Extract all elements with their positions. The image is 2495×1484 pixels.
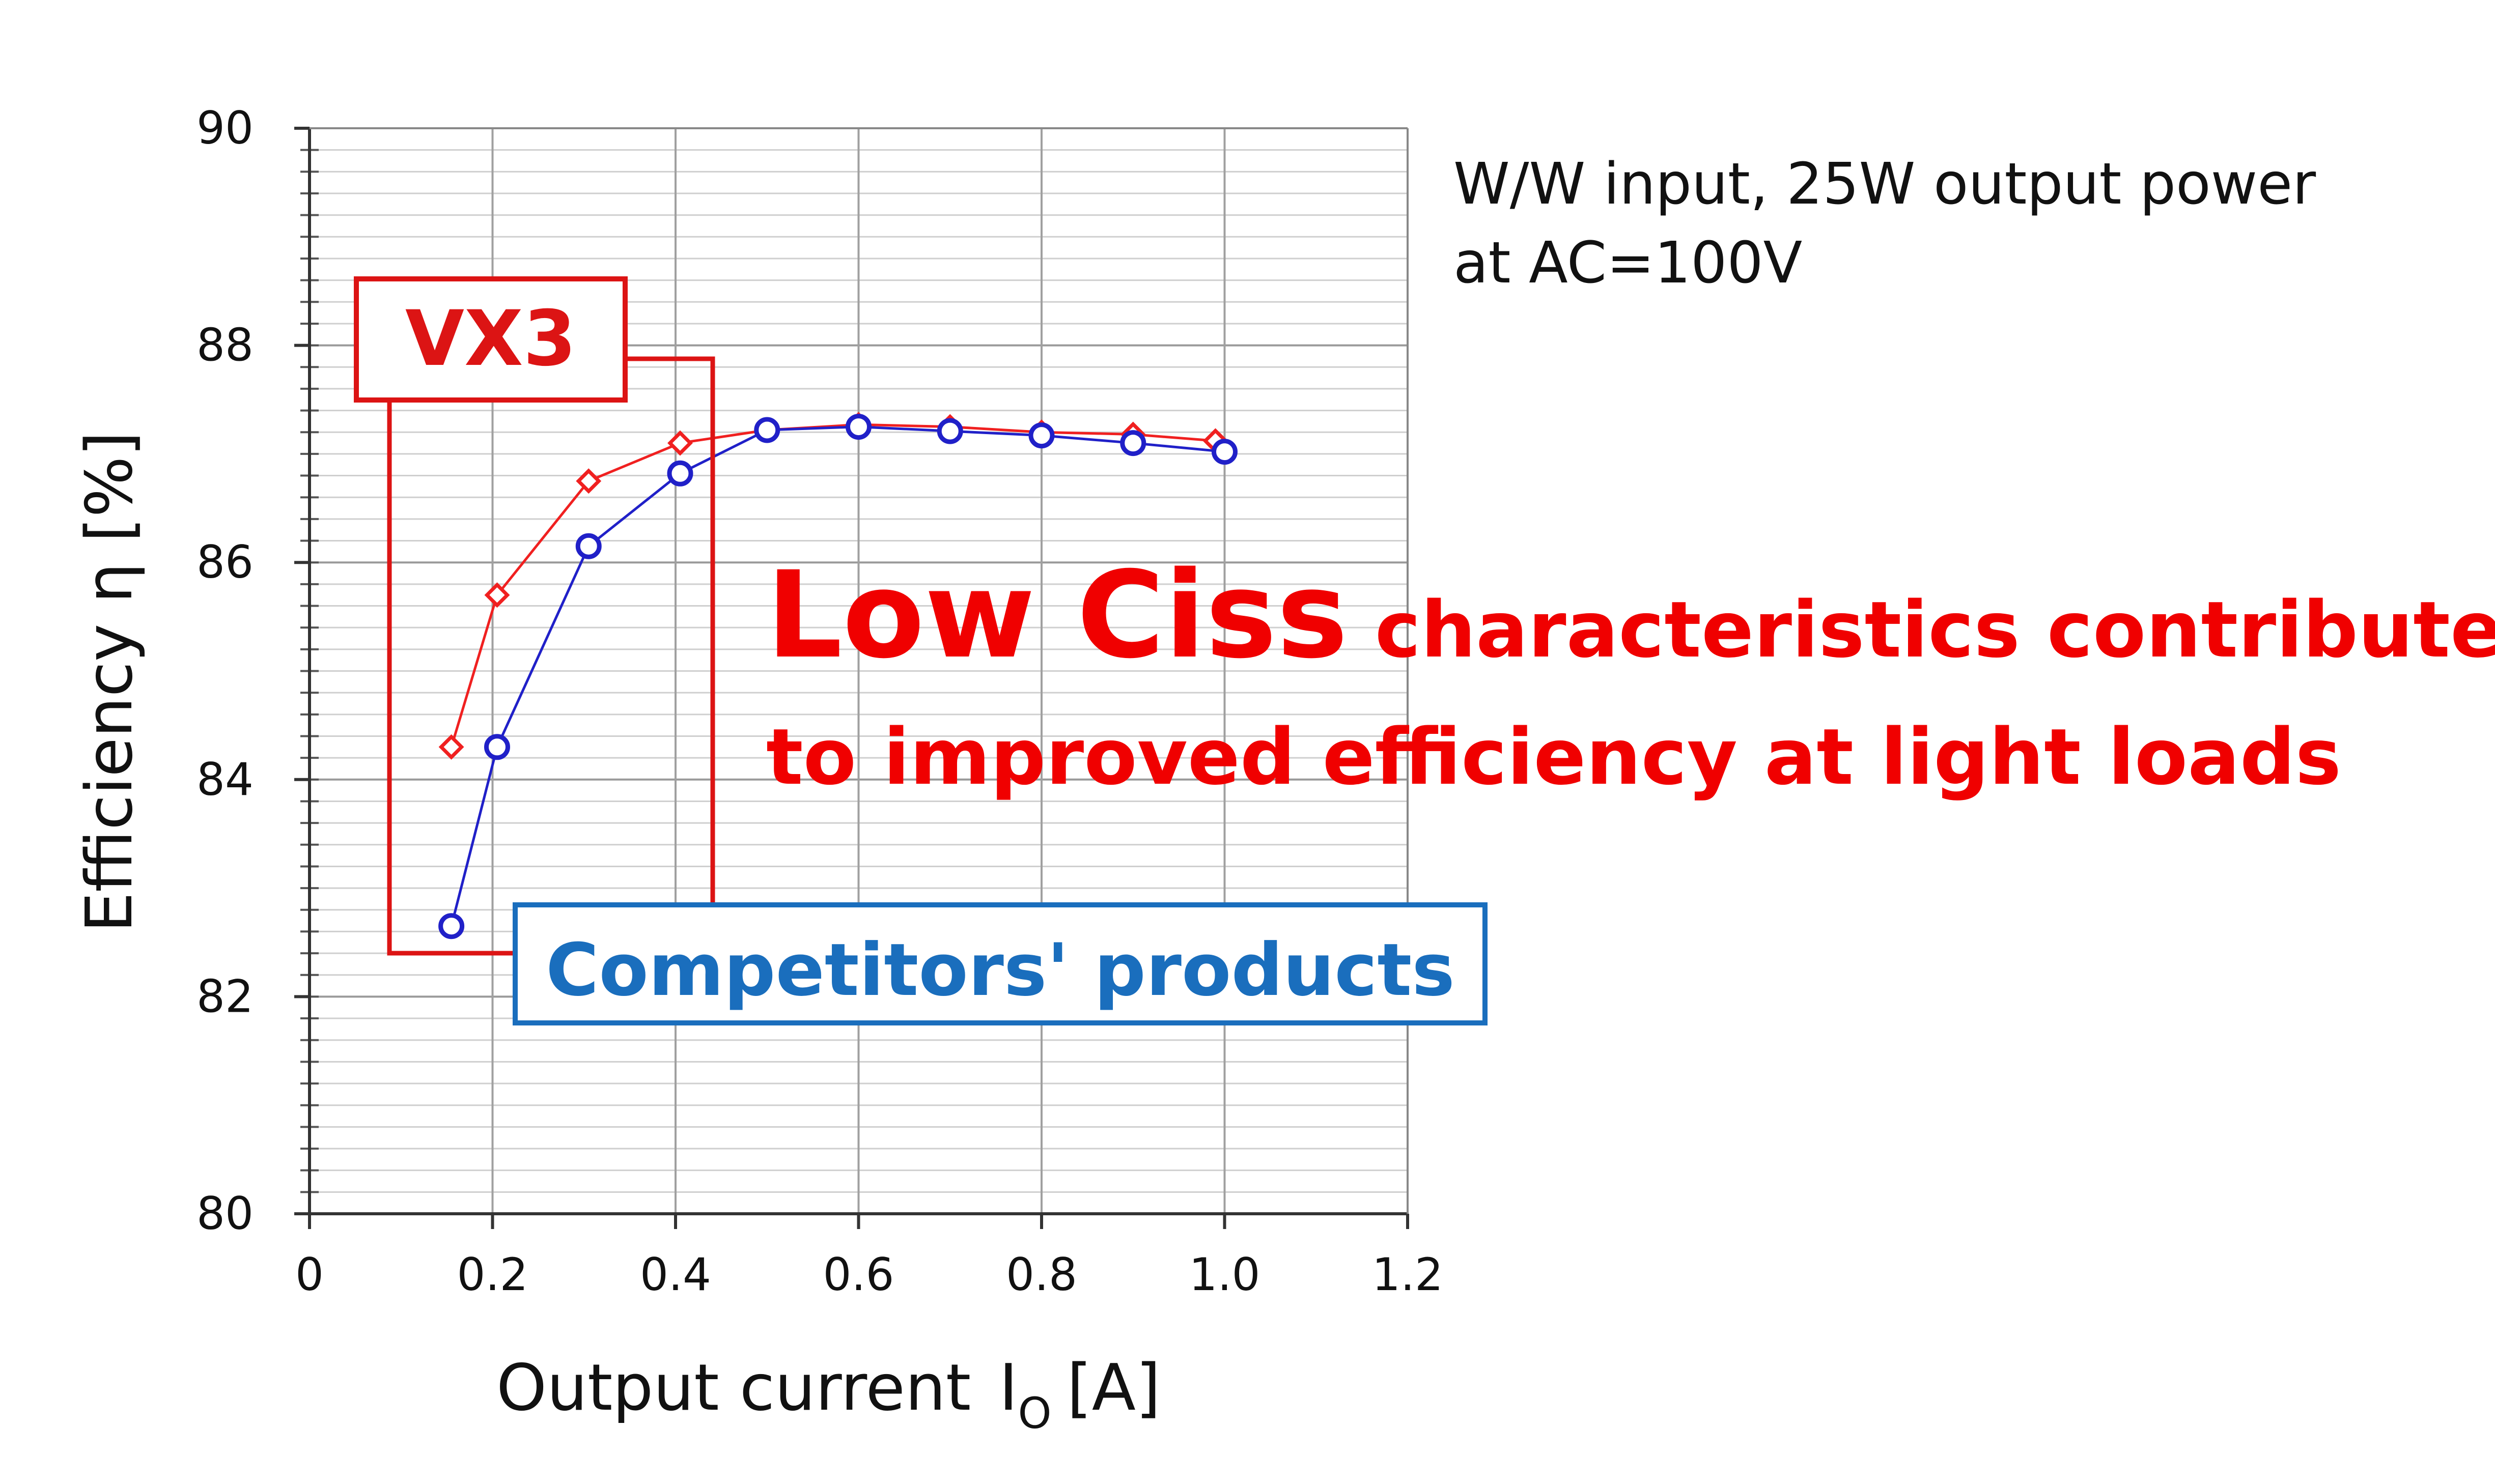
data-point-competitors <box>846 414 872 440</box>
data-point-competitors <box>575 533 602 559</box>
data-point-competitors <box>1028 422 1055 449</box>
data-point-competitors <box>484 734 510 760</box>
series-lines <box>450 423 1225 927</box>
data-point-competitors <box>937 418 963 444</box>
data-point-competitors <box>667 460 693 487</box>
highlight-low-ciss: Low Ciss <box>766 546 1348 685</box>
condition-note-line1: W/W input, 25W output power <box>1453 151 2316 217</box>
x-tick-label: 1.2 <box>1372 1248 1443 1301</box>
y-tick-label: 88 <box>197 319 254 372</box>
x-tick-label: 0.6 <box>823 1248 894 1301</box>
highlight-line1-rest: characteristics contribute <box>1348 585 2495 675</box>
condition-note-line2: at AC=100V <box>1453 230 1802 296</box>
data-point-vx3 <box>438 734 464 760</box>
highlight-line1: Low Ciss characteristics contribute <box>766 546 2495 685</box>
highlight-line2: to improved efficiency at light loads <box>766 712 2341 802</box>
competitor-label: Competitors' products <box>546 928 1455 1012</box>
x-tick-label: 0.2 <box>457 1248 528 1301</box>
series-markers <box>438 412 1238 939</box>
x-tick-label: 0 <box>295 1248 324 1301</box>
tick-labels: 80 82 84 86 88 90 0 0.2 0.4 0.6 0.8 1.0 1.2 <box>197 102 1443 1301</box>
x-axis-unit: [A] <box>1067 1350 1161 1425</box>
data-point-competitors <box>1120 430 1146 456</box>
data-point-vx3 <box>667 430 693 456</box>
x-tick-label: 1.0 <box>1189 1248 1260 1301</box>
data-point-competitors <box>438 913 465 939</box>
y-tick-label: 80 <box>197 1187 254 1240</box>
vx3-label-box <box>354 276 628 403</box>
data-point-competitors <box>754 417 780 443</box>
series-line-competitors <box>450 425 1225 927</box>
y-tick-label: 84 <box>197 753 254 806</box>
y-axis-title: Efficiency η [%] <box>72 432 147 933</box>
x-tick-label: 0.4 <box>640 1248 711 1301</box>
axes <box>294 127 1409 1229</box>
data-point-competitors <box>1212 439 1238 465</box>
competitor-label-box <box>513 902 1488 1025</box>
x-axis-title: Output current IO [A] <box>496 1350 1161 1438</box>
data-point-vx3 <box>484 582 510 608</box>
vx3-label: VX3 <box>405 295 576 383</box>
x-tick-label: 0.8 <box>1006 1248 1077 1301</box>
data-point-vx3 <box>576 468 602 494</box>
y-tick-label: 82 <box>197 970 254 1022</box>
x-axis-symbol: I <box>999 1350 1018 1425</box>
y-tick-label: 86 <box>197 536 254 588</box>
x-axis-title-text: Output current <box>496 1350 971 1425</box>
x-axis-subscript: O <box>1018 1388 1051 1438</box>
y-tick-label: 90 <box>197 102 254 154</box>
